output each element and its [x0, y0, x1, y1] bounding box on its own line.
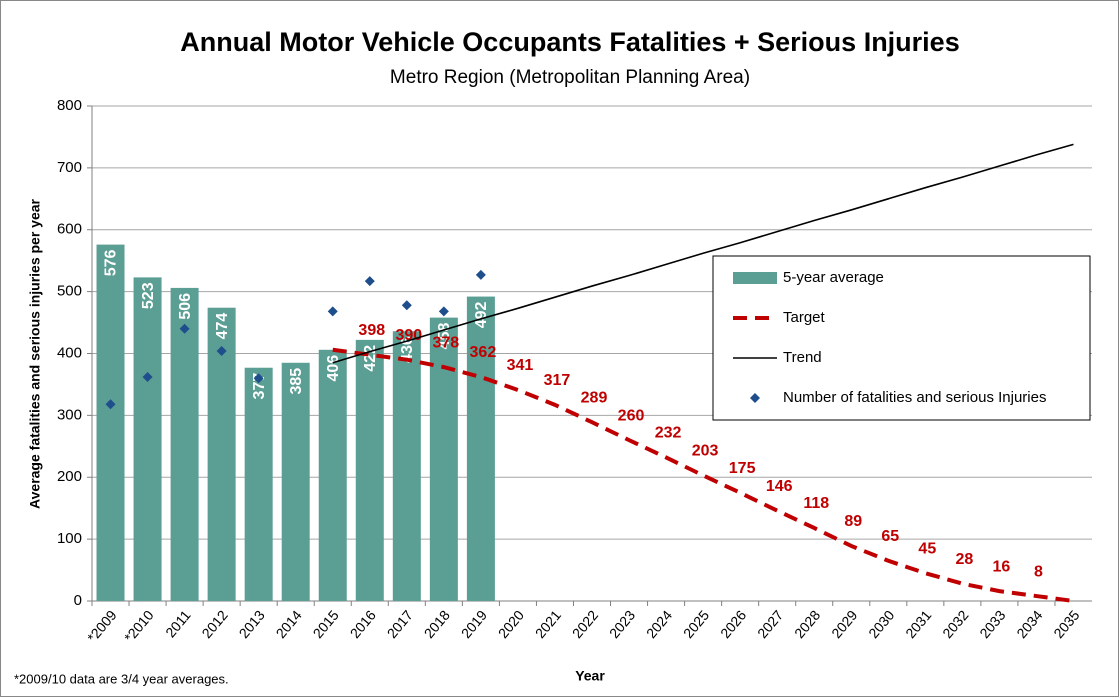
line-trend	[332, 143, 1074, 364]
bar-label: 422	[362, 345, 379, 372]
y-tick-label: 0	[74, 592, 82, 609]
target-label: 146	[766, 478, 793, 495]
scatter-point	[475, 269, 486, 280]
scatter-point	[253, 373, 264, 384]
target-label: 289	[581, 389, 608, 406]
target-label: 16	[993, 558, 1011, 575]
x-axis-title: Year	[575, 668, 605, 684]
bar	[466, 296, 495, 601]
bar-label: 523	[140, 282, 157, 309]
y-tick-label: 300	[57, 406, 82, 423]
y-tick-label: 600	[57, 221, 82, 238]
bar	[133, 277, 162, 601]
bar-label: 406	[325, 355, 342, 382]
target-label: 232	[655, 425, 682, 442]
scatter-point	[142, 372, 153, 383]
bar	[355, 339, 384, 601]
target-label: 65	[881, 528, 899, 545]
scatter-point	[327, 306, 338, 317]
y-tick-label: 700	[57, 159, 82, 176]
bar	[207, 307, 236, 601]
scatter-point	[216, 346, 227, 357]
y-axis-title: Average fatalities and serious injuries …	[27, 198, 43, 509]
scatter-point	[438, 306, 449, 317]
target-label: 175	[729, 460, 756, 477]
bar-label: 492	[473, 301, 490, 328]
bar-label: 385	[288, 368, 305, 395]
legend-box	[712, 255, 1091, 421]
legend-label: Number of fatalities and serious Injurie…	[783, 389, 1046, 406]
legend-swatch	[750, 393, 760, 403]
bar	[318, 349, 347, 601]
scatter-point	[364, 276, 375, 287]
legend-label: Target	[783, 309, 826, 326]
bar	[96, 244, 125, 601]
legend-label: 5-year average	[783, 269, 884, 286]
footnote: *2009/10 data are 3/4 year averages.	[14, 671, 229, 686]
target-label: 203	[692, 443, 719, 460]
target-label: 260	[618, 407, 645, 424]
y-tick-label: 200	[57, 468, 82, 485]
target-label: 390	[395, 327, 422, 344]
target-label: 45	[918, 540, 936, 557]
bar	[429, 317, 458, 601]
scatter-point	[105, 399, 116, 410]
y-tick-label: 800	[57, 97, 82, 114]
target-label: 118	[803, 495, 829, 512]
target-label: 362	[470, 344, 497, 361]
legend-label: Trend	[783, 349, 822, 366]
y-tick-label: 500	[57, 283, 82, 300]
target-label: 398	[358, 322, 385, 339]
chart-subtitle: Metro Region (Metropolitan Planning Area…	[390, 67, 750, 88]
target-label: 378	[433, 334, 460, 351]
target-label: 8	[1034, 563, 1043, 580]
scatter-point	[179, 323, 190, 334]
bar-label: 506	[177, 293, 194, 320]
bar	[281, 362, 310, 601]
target-label: 341	[507, 357, 534, 374]
target-label: 317	[544, 372, 571, 389]
chart-title: Annual Motor Vehicle Occupants Fatalitie…	[180, 27, 959, 57]
legend-swatch	[733, 272, 777, 284]
bar	[170, 287, 199, 601]
scatter-point	[401, 300, 412, 311]
y-tick-label: 400	[57, 344, 82, 361]
bar	[392, 331, 421, 601]
y-tick-label: 100	[57, 530, 82, 547]
target-label: 89	[844, 513, 862, 530]
target-label: 28	[955, 551, 973, 568]
bar-label: 576	[103, 250, 120, 277]
bar-label: 474	[214, 313, 231, 340]
line-target	[332, 347, 1074, 603]
bar	[244, 367, 273, 601]
